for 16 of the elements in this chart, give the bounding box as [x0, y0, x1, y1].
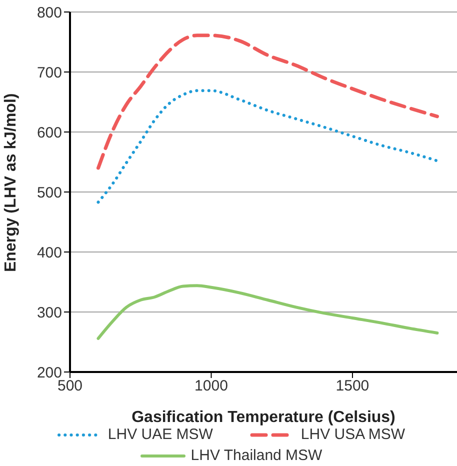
- x-tick-label: 1000: [194, 378, 228, 395]
- y-tick-label: 500: [36, 184, 62, 202]
- legend-label: LHV Thailand MSW: [190, 447, 322, 464]
- x-axis-title: Gasification Temperature (Celsius): [132, 409, 396, 426]
- y-tick-label: 600: [36, 124, 62, 142]
- y-tick-label: 700: [36, 64, 62, 82]
- line-series: [96, 34, 439, 170]
- x-tick-label: 1500: [336, 378, 370, 395]
- y-tick-label: 300: [36, 304, 62, 322]
- y-tick-label: 800: [36, 4, 62, 22]
- line-series: [96, 89, 439, 204]
- y-tick-label: 400: [36, 244, 62, 262]
- line-series: [96, 284, 439, 340]
- legend-label: LHV UAE MSW: [108, 426, 213, 443]
- y-axis-title: Energy (LHV as kJ/mol): [2, 93, 20, 272]
- legend-label: LHV USA MSW: [300, 426, 406, 443]
